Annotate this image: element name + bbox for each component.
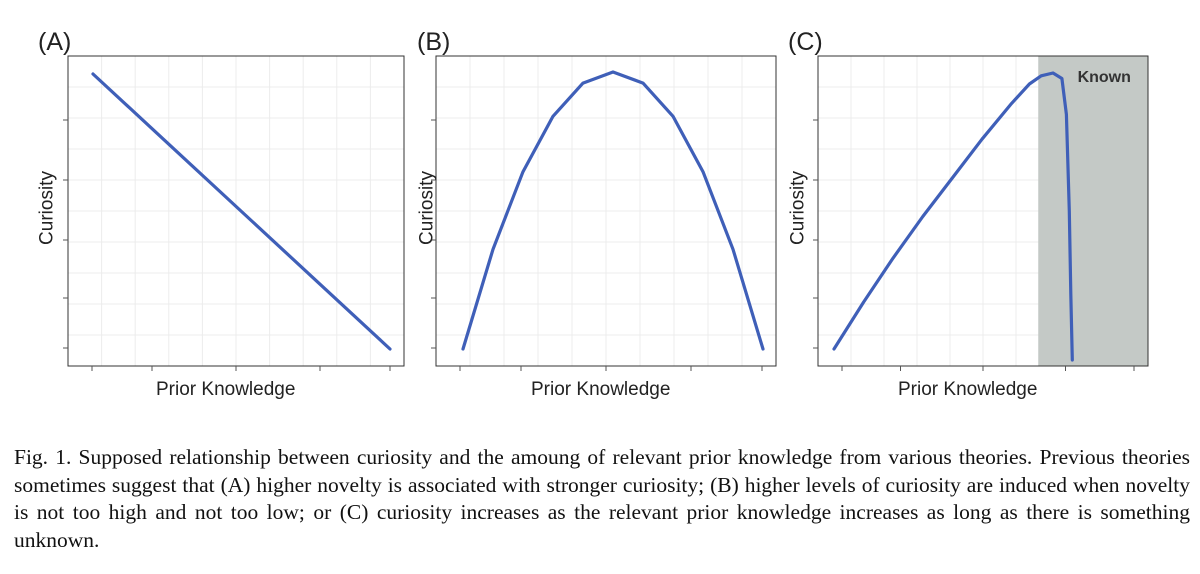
known-region-c	[1038, 56, 1148, 366]
panel-label-b: (B)	[417, 28, 451, 56]
series-line-b-0	[461, 70, 765, 351]
figure-caption: Fig. 1. Supposed relationship between cu…	[14, 445, 1190, 552]
series-line-a-0	[91, 72, 392, 351]
x-axis-label-b: Prior Knowledge	[531, 379, 671, 400]
figure-charts: Known	[63, 55, 1149, 371]
x-axis-label-a: Prior Knowledge	[156, 379, 296, 400]
x-axis-label-c: Prior Knowledge	[898, 379, 1038, 400]
y-axis-label-c: Curiosity	[787, 171, 809, 245]
series-line-c-0	[832, 71, 1074, 362]
panel-label-c: (C)	[788, 28, 823, 56]
known-region-label: Known	[1078, 69, 1131, 86]
panel-label-a: (A)	[38, 28, 72, 56]
y-axis-label-b: Curiosity	[416, 171, 438, 245]
y-axis-label-a: Curiosity	[36, 171, 58, 245]
